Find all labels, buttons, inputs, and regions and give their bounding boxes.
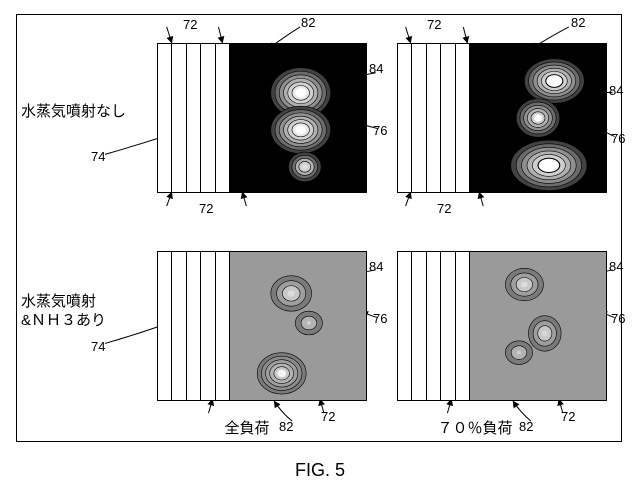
- panel-bottom-right: [397, 229, 619, 424]
- col-label-full-load: 全負荷: [197, 417, 297, 438]
- panel-bottom-left: [157, 229, 379, 424]
- panel-top-left: [157, 21, 379, 216]
- screen-grille: [158, 252, 230, 400]
- heatmap: [470, 252, 606, 400]
- figure-caption: FIG. 5: [0, 460, 640, 481]
- row-label-no-steam: 水蒸気噴射なし: [21, 103, 126, 122]
- heatmap: [230, 252, 366, 400]
- panel-box: [157, 43, 367, 193]
- panel-top-right: [397, 21, 619, 216]
- heatmap: [470, 44, 606, 192]
- row-label-with-steam-nh3: 水蒸気噴射 &ＮＨ３あり: [21, 293, 106, 331]
- screen-grille: [398, 44, 470, 192]
- panel-box: [397, 43, 607, 193]
- ref-74: 74: [91, 149, 105, 164]
- panel-box: [157, 251, 367, 401]
- col-label-70-load: ７０％負荷: [415, 417, 535, 438]
- screen-grille: [158, 44, 230, 192]
- ref-74: 74: [91, 339, 105, 354]
- panel-box: [397, 251, 607, 401]
- heatmap: [230, 44, 366, 192]
- screen-grille: [398, 252, 470, 400]
- figure-frame: 水蒸気噴射なし 水蒸気噴射 &ＮＨ３あり: [16, 14, 622, 442]
